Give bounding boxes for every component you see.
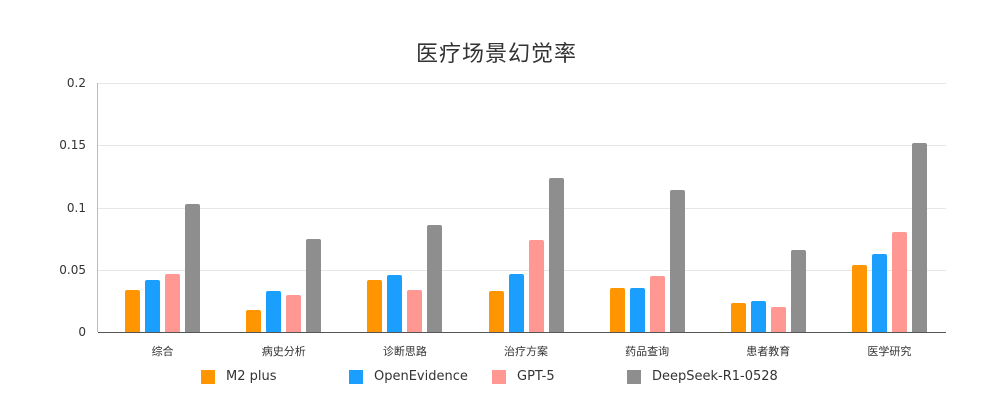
legend-swatch-icon [201,369,215,384]
chart-title: 医疗场景幻觉率 [415,42,577,67]
bar [125,289,141,332]
y-tick-label: 0 [78,325,86,339]
y-tick-label: 0.05 [59,262,86,277]
bar [669,190,685,332]
legend-label: OpenEvidence [374,369,468,384]
x-tick-label: 治疗方案 [504,345,548,358]
bar [246,309,262,332]
legend-label: M2 plus [226,369,277,384]
bar [629,288,645,332]
bar [407,289,423,332]
bar [891,232,907,332]
bar [145,279,161,332]
legend-item: DeepSeek-R1-0528 [627,369,778,384]
bar [750,300,766,332]
bar [871,253,887,332]
gridline [98,269,946,271]
legend-swatch-icon [492,369,506,384]
bar [508,273,524,332]
legend-swatch-icon [627,369,641,384]
bar [911,142,927,332]
bar [609,288,625,332]
bar [427,224,443,332]
bar [165,273,181,332]
legend-item: M2 plus [201,369,277,384]
x-axis [98,332,946,333]
bar [306,238,322,332]
legend-label: GPT-5 [517,369,555,384]
bar [266,290,282,332]
bar [528,239,544,332]
bar [790,249,806,332]
legend-item: GPT-5 [492,369,555,384]
bar [387,274,403,332]
bar [649,275,665,332]
y-tick-label: 0.2 [66,76,86,90]
legend-swatch-icon [349,369,363,384]
x-tick-label: 患者教育 [746,345,791,358]
gridline [98,207,946,209]
y-axis [97,83,98,332]
gridline [98,145,946,147]
x-tick-label: 诊断思路 [382,345,427,358]
y-tick-label: 0.15 [59,138,86,153]
bar [185,203,201,332]
y-tick-label: 0.1 [66,200,86,215]
bar [851,264,867,332]
legend-item: OpenEvidence [349,369,468,384]
gridline [98,83,946,84]
x-tick-label: 医学研究 [867,345,912,358]
x-tick-label: 病史分析 [261,345,306,358]
bar [367,279,383,332]
bar [286,294,302,332]
x-tick-label: 药品查询 [625,345,670,358]
bar [488,290,504,332]
legend: M2 plus OpenEvidence GPT-5 DeepSeek-R1-0528 [0,369,993,389]
bar [548,177,564,332]
legend-label: DeepSeek-R1-0528 [652,369,778,384]
bar [770,307,786,332]
bar [730,303,746,332]
x-tick-label: 综合 [151,345,174,358]
plot-area [97,83,946,333]
